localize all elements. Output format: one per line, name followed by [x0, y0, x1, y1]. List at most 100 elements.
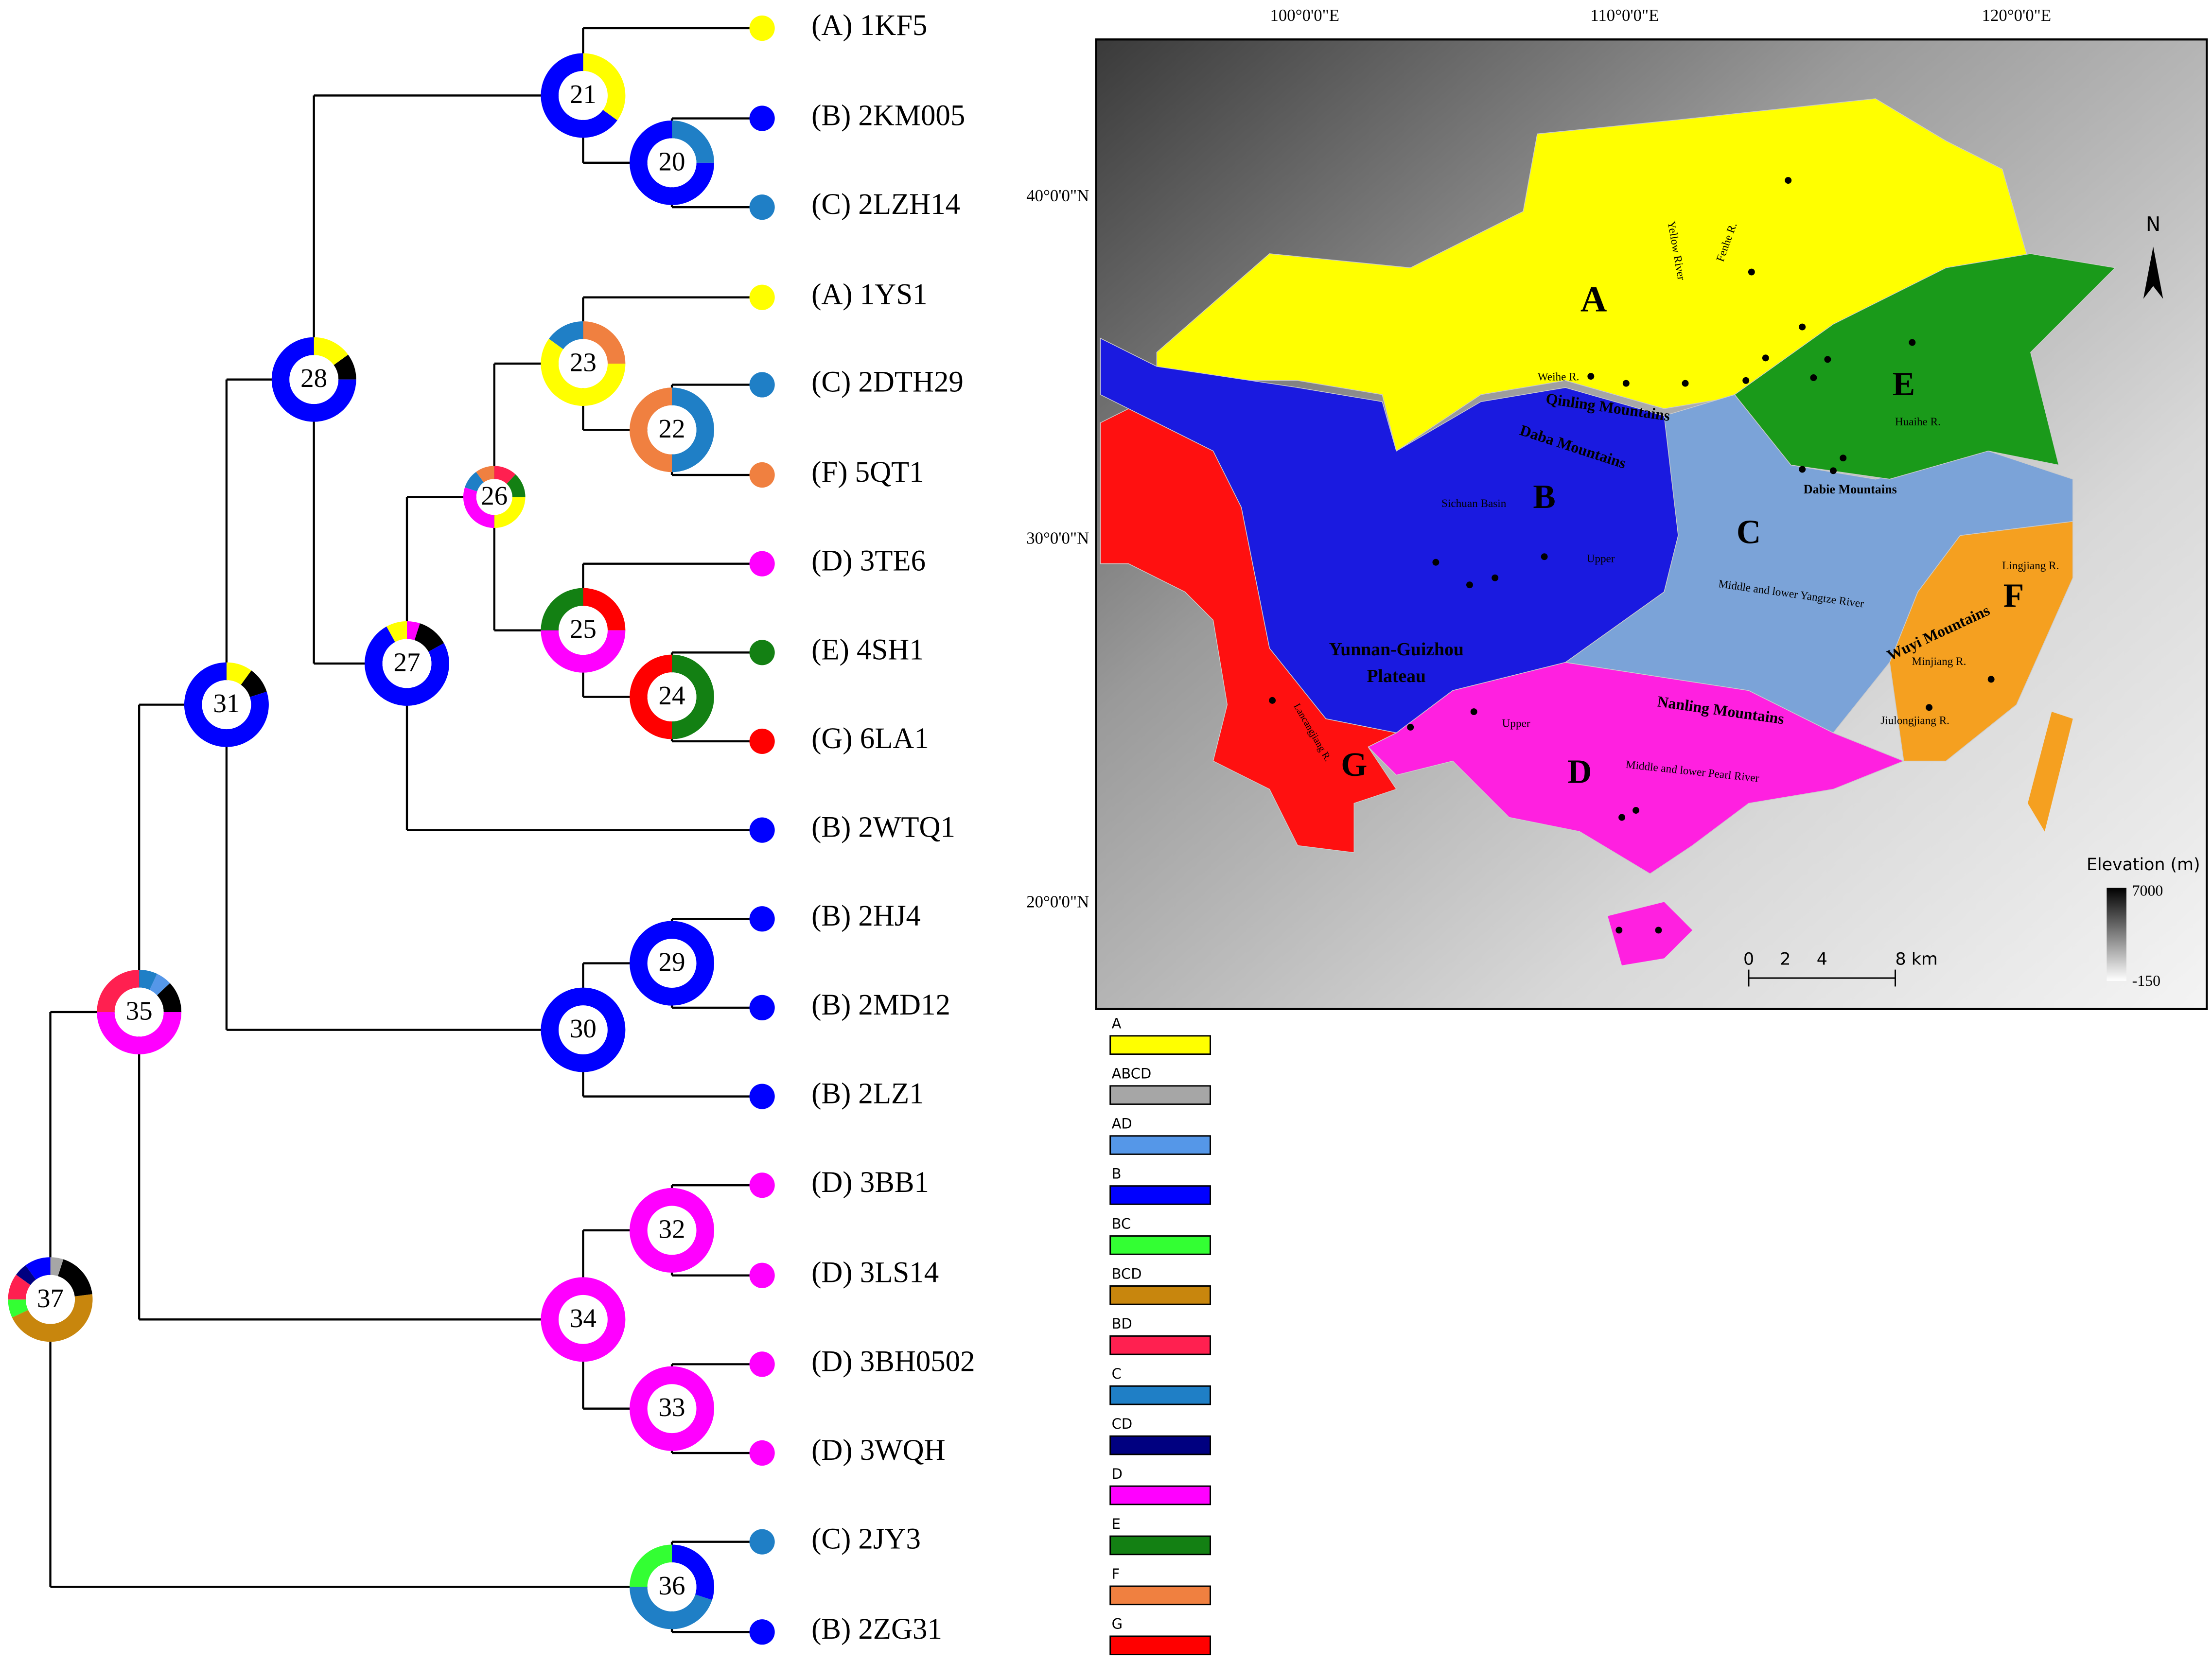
pie-slice	[16, 1265, 36, 1285]
pie-hole	[647, 1562, 697, 1611]
legend-swatch	[1109, 1085, 1211, 1105]
pie-slice	[672, 120, 715, 163]
pie-slice	[541, 630, 626, 673]
pie-hole	[647, 1206, 697, 1255]
site-dot	[1618, 814, 1626, 821]
region-f	[1889, 521, 2073, 762]
site-dot	[1785, 177, 1792, 184]
pie-slice	[414, 623, 444, 652]
tip-label: (D) 3LS14	[811, 1257, 939, 1289]
tip-label: (C) 2JY3	[811, 1523, 921, 1556]
tip-label: (C) 2DTH29	[811, 366, 964, 398]
pie-slice	[476, 466, 494, 483]
node-label: 23	[570, 348, 597, 377]
tip-label: (F) 5QT1	[811, 456, 924, 489]
site-dot	[1466, 581, 1473, 589]
hainan	[1608, 902, 1693, 965]
tip-dot	[749, 1351, 775, 1377]
legend-swatch	[1109, 1635, 1211, 1656]
site-dot	[1655, 927, 1662, 934]
pie-slice	[334, 354, 356, 380]
pie-slice	[465, 472, 484, 491]
pie-slice	[630, 1544, 672, 1587]
node-label: 20	[659, 146, 685, 176]
tip-dot	[749, 640, 775, 665]
legend-swatch	[1109, 1185, 1211, 1205]
pie-slice	[583, 321, 626, 364]
pie-slice	[463, 487, 494, 528]
legend-swatch	[1109, 1235, 1211, 1255]
legend-swatch	[1109, 1035, 1211, 1055]
node-label: 34	[570, 1303, 597, 1333]
phylogeny: (A) 1KF5 (B) 2KM005 (C) 2LZH14 (A) 1YS1 (C) …	[8, 9, 975, 1645]
tip-dot	[749, 995, 775, 1020]
site-dot	[1432, 559, 1440, 566]
pie-slice	[12, 1294, 93, 1342]
tip-dot	[749, 194, 775, 220]
site-dot	[1830, 467, 1837, 474]
elevation-title: Elevation (m)	[2087, 855, 2200, 875]
legend-label: G	[1112, 1616, 1123, 1632]
pie-slice	[541, 338, 626, 406]
tip-label: (A) 1YS1	[811, 279, 927, 311]
pie-slice	[494, 497, 526, 528]
site-dot	[1269, 697, 1276, 704]
legend-label: D	[1112, 1466, 1123, 1482]
scale-label: 8 km	[1896, 949, 1938, 969]
node-label: 37	[37, 1283, 64, 1313]
tip-dot	[749, 817, 775, 843]
node-label: 27	[393, 647, 420, 677]
site-dot	[1840, 455, 1847, 462]
node-label: 28	[300, 363, 327, 393]
site-dot	[1682, 380, 1689, 387]
pie-slice	[541, 53, 617, 138]
tip-label: (B) 2MD12	[811, 989, 950, 1021]
pie-slice	[630, 120, 715, 205]
node-label: 24	[659, 681, 685, 710]
site-dot	[1762, 354, 1769, 362]
pie-slice	[184, 662, 269, 747]
pie-slice	[50, 1257, 64, 1277]
pie-slice	[672, 1544, 715, 1600]
longitude-label: 120°0'0"E	[1982, 6, 2052, 25]
scale-bar	[1748, 969, 1896, 987]
tip-label: (D) 3TE6	[811, 545, 926, 578]
pie-slice	[25, 1257, 51, 1280]
node-label: 32	[659, 1214, 685, 1244]
tip-label: (G) 6LA1	[811, 722, 929, 755]
tip-dot	[749, 1529, 775, 1555]
scale-label: 2	[1780, 949, 1791, 969]
legend-swatch	[1109, 1535, 1211, 1556]
pie-hole	[647, 939, 697, 988]
north-label: N	[2146, 212, 2160, 236]
site-dot	[1926, 704, 1933, 711]
latitude-label: 30°0'0"N	[1026, 528, 1089, 547]
tip-label: (B) 2LZ1	[811, 1078, 924, 1110]
tip-label: (D) 3BH0502	[811, 1345, 975, 1378]
map-label: Upper	[1502, 717, 1530, 730]
node-label: 35	[126, 996, 153, 1026]
pie-hole	[289, 355, 339, 404]
site-dot	[1633, 807, 1640, 814]
site-dot	[1810, 374, 1817, 381]
pie-hole	[647, 1384, 697, 1434]
map-label: Lingjiang R.	[2002, 560, 2059, 572]
pie-hole	[476, 479, 512, 515]
pie-slice	[407, 621, 420, 640]
legend-label: B	[1112, 1165, 1122, 1182]
pie-slice	[583, 588, 626, 630]
map-label: B	[1533, 478, 1555, 516]
map-label: Sichuan Basin	[1441, 497, 1507, 510]
tip-dot	[749, 284, 775, 310]
tip-label: (B) 2KM005	[811, 99, 965, 132]
tip-dot	[749, 105, 775, 131]
pie-slice	[583, 53, 626, 121]
map-frame	[1095, 38, 2208, 1010]
map-label: F	[2003, 577, 2024, 614]
pie-hole	[382, 639, 432, 688]
legend: A ABCD AD B BC BCD BD C CD D E F G	[1109, 1015, 1211, 1656]
pie-slice	[672, 387, 715, 473]
map-label: Yunnan-Guizhou	[1329, 639, 1464, 660]
pie-slice	[271, 337, 356, 422]
latitude-label: 20°0'0"N	[1026, 892, 1089, 911]
